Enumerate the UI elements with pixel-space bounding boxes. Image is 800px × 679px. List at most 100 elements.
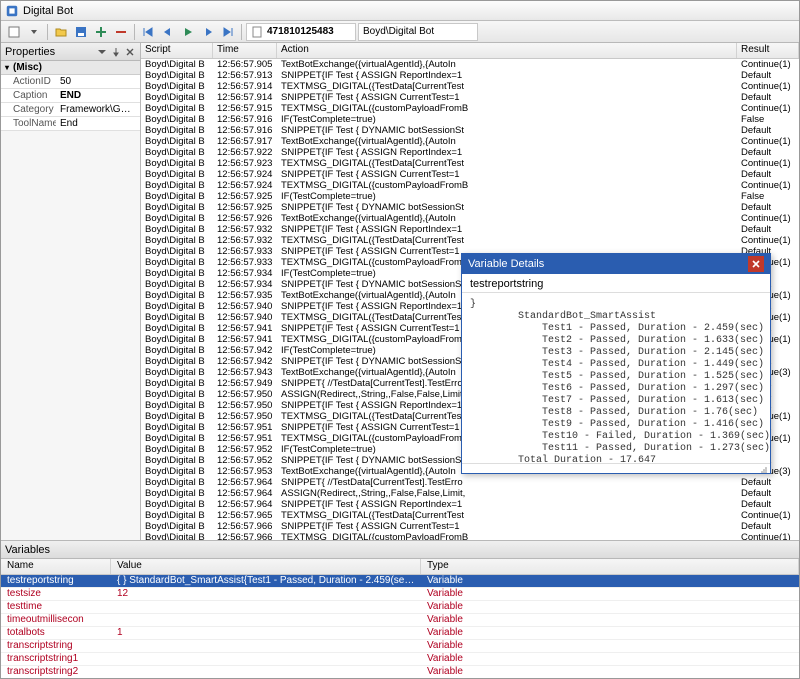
save-button[interactable]	[72, 23, 90, 41]
property-row[interactable]: ToolNameEnd	[1, 117, 140, 131]
trace-row[interactable]: Boyd\Digital B12:56:57.964ASSIGN(Redirec…	[141, 488, 799, 499]
panel-dropdown-icon[interactable]	[96, 46, 108, 58]
trace-row[interactable]: Boyd\Digital B12:56:57.914TEXTMSG_DIGITA…	[141, 81, 799, 92]
trace-row[interactable]: Boyd\Digital B12:56:57.964SNIPPET{ //Tes…	[141, 477, 799, 488]
cell-time: 12:56:57.913	[213, 70, 277, 81]
varcol-value[interactable]: Value	[111, 559, 421, 574]
cell-result: Continue(1)	[737, 103, 799, 114]
cell-result: Default	[737, 521, 799, 532]
cell-script: Boyd\Digital B	[141, 532, 213, 540]
cell-result: Default	[737, 477, 799, 488]
play-button[interactable]	[179, 23, 197, 41]
first-button[interactable]	[139, 23, 157, 41]
main-area: Properties ▾ (Misc) ActionID50CaptionEND…	[1, 43, 799, 540]
trace-row[interactable]: Boyd\Digital B12:56:57.932SNIPPET{IF Tes…	[141, 224, 799, 235]
var-type: Variable	[421, 575, 799, 587]
property-row[interactable]: ActionID50	[1, 75, 140, 89]
popup-close-button[interactable]	[748, 256, 764, 272]
pin-icon[interactable]	[110, 46, 122, 58]
cell-time: 12:56:57.924	[213, 169, 277, 180]
add-button[interactable]	[92, 23, 110, 41]
cell-script: Boyd\Digital B	[141, 125, 213, 136]
trace-row[interactable]: Boyd\Digital B12:56:57.922SNIPPET{IF Tes…	[141, 147, 799, 158]
var-value: 1	[111, 627, 421, 639]
col-script[interactable]: Script	[141, 43, 213, 58]
trace-row[interactable]: Boyd\Digital B12:56:57.905TextBotExchang…	[141, 59, 799, 70]
variables-rows[interactable]: testreportstring{ } StandardBot_SmartAss…	[1, 575, 799, 678]
cell-result: Continue(1)	[737, 510, 799, 521]
prev-button[interactable]	[159, 23, 177, 41]
open-button[interactable]	[52, 23, 70, 41]
trace-row[interactable]: Boyd\Digital B12:56:57.925IF(TestComplet…	[141, 191, 799, 202]
cell-script: Boyd\Digital B	[141, 499, 213, 510]
trace-row[interactable]: Boyd\Digital B12:56:57.926TextBotExchang…	[141, 213, 799, 224]
cell-action: TextBotExchange({virtualAgentId},{AutoIn	[277, 59, 737, 70]
trace-row[interactable]: Boyd\Digital B12:56:57.923TEXTMSG_DIGITA…	[141, 158, 799, 169]
variable-row[interactable]: testsize12Variable	[1, 588, 799, 601]
property-category-label: (Misc)	[13, 62, 42, 73]
var-name: timeoutmillisecon	[1, 614, 111, 626]
trace-row[interactable]: Boyd\Digital B12:56:57.915TEXTMSG_DIGITA…	[141, 103, 799, 114]
cell-result: Continue(1)	[737, 59, 799, 70]
trace-row[interactable]: Boyd\Digital B12:56:57.965TEXTMSG_DIGITA…	[141, 510, 799, 521]
var-name: testtime	[1, 601, 111, 613]
col-time[interactable]: Time	[213, 43, 277, 58]
separator	[241, 24, 242, 40]
trace-row[interactable]: Boyd\Digital B12:56:57.917TextBotExchang…	[141, 136, 799, 147]
variable-row[interactable]: testtimeVariable	[1, 601, 799, 614]
cell-time: 12:56:57.964	[213, 499, 277, 510]
next-button[interactable]	[199, 23, 217, 41]
popup-body[interactable]: } StandardBot_SmartAssist Test1 - Passed…	[462, 293, 770, 463]
property-row[interactable]: CaptionEND	[1, 89, 140, 103]
variable-row[interactable]: transcriptstring2Variable	[1, 666, 799, 678]
property-row[interactable]: CategoryFramework\Genera	[1, 103, 140, 117]
variable-row[interactable]: transcriptstringVariable	[1, 640, 799, 653]
trace-row[interactable]: Boyd\Digital B12:56:57.916IF(TestComplet…	[141, 114, 799, 125]
trace-row[interactable]: Boyd\Digital B12:56:57.964SNIPPET{IF Tes…	[141, 499, 799, 510]
cell-time: 12:56:57.941	[213, 334, 277, 345]
trace-row[interactable]: Boyd\Digital B12:56:57.914SNIPPET{IF Tes…	[141, 92, 799, 103]
resize-grip-icon[interactable]	[758, 464, 768, 474]
cell-script: Boyd\Digital B	[141, 213, 213, 224]
varcol-type[interactable]: Type	[421, 559, 799, 574]
cell-action: SNIPPET{IF Test { ASSIGN ReportIndex=1	[277, 499, 737, 510]
trace-row[interactable]: Boyd\Digital B12:56:57.925SNIPPET{IF Tes…	[141, 202, 799, 213]
property-category-row[interactable]: ▾ (Misc)	[1, 61, 140, 75]
col-result[interactable]: Result	[737, 43, 799, 58]
variable-row[interactable]: totalbots1Variable	[1, 627, 799, 640]
trace-row[interactable]: Boyd\Digital B12:56:57.966SNIPPET{IF Tes…	[141, 521, 799, 532]
varcol-name[interactable]: Name	[1, 559, 111, 574]
cell-script: Boyd\Digital B	[141, 488, 213, 499]
close-icon[interactable]	[124, 46, 136, 58]
variable-row[interactable]: testreportstring{ } StandardBot_SmartAss…	[1, 575, 799, 588]
cell-script: Boyd\Digital B	[141, 466, 213, 477]
var-type: Variable	[421, 627, 799, 639]
trace-row[interactable]: Boyd\Digital B12:56:57.916SNIPPET{IF Tes…	[141, 125, 799, 136]
variable-row[interactable]: timeoutmilliseconVariable	[1, 614, 799, 627]
cell-script: Boyd\Digital B	[141, 147, 213, 158]
col-action[interactable]: Action	[277, 43, 737, 58]
session-id-field[interactable]: 471810125483	[246, 23, 356, 41]
cell-script: Boyd\Digital B	[141, 400, 213, 411]
last-button[interactable]	[219, 23, 237, 41]
separator	[47, 24, 48, 40]
cell-script: Boyd\Digital B	[141, 257, 213, 268]
trace-row[interactable]: Boyd\Digital B12:56:57.966TEXTMSG_DIGITA…	[141, 532, 799, 540]
dropdown-arrow-icon[interactable]	[25, 23, 43, 41]
cell-time: 12:56:57.925	[213, 202, 277, 213]
trace-row[interactable]: Boyd\Digital B12:56:57.924TEXTMSG_DIGITA…	[141, 180, 799, 191]
trace-row[interactable]: Boyd\Digital B12:56:57.913SNIPPET{IF Tes…	[141, 70, 799, 81]
variable-row[interactable]: transcriptstring1Variable	[1, 653, 799, 666]
trace-row[interactable]: Boyd\Digital B12:56:57.924SNIPPET{IF Tes…	[141, 169, 799, 180]
cell-script: Boyd\Digital B	[141, 521, 213, 532]
popup-header[interactable]: Variable Details	[462, 254, 770, 274]
new-button[interactable]	[5, 23, 23, 41]
trace-row[interactable]: Boyd\Digital B12:56:57.932TEXTMSG_DIGITA…	[141, 235, 799, 246]
cell-time: 12:56:57.925	[213, 191, 277, 202]
property-key: ToolName	[1, 117, 56, 130]
cell-time: 12:56:57.923	[213, 158, 277, 169]
variable-details-popup[interactable]: Variable Details testreportstring } Stan…	[461, 253, 771, 474]
remove-button[interactable]	[112, 23, 130, 41]
cell-script: Boyd\Digital B	[141, 367, 213, 378]
script-path-field[interactable]: Boyd\Digital Bot	[358, 23, 478, 41]
